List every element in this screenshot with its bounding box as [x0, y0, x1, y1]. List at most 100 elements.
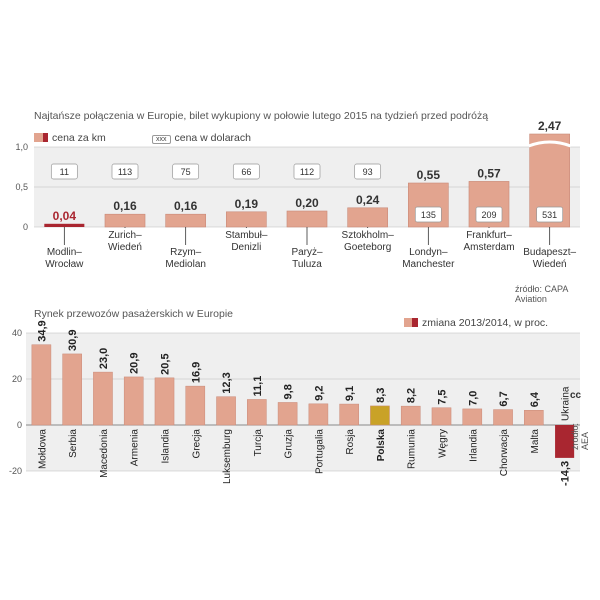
chart1-axis-break — [528, 140, 572, 148]
chart1-value-label: 0,57 — [477, 166, 501, 180]
chart2-y-tick: 20 — [12, 374, 22, 384]
chart1-category-label: Frankfurt– — [466, 230, 512, 241]
chart1-category-label: Modlin– — [47, 247, 82, 258]
chart1-y-tick: 1,0 — [15, 142, 28, 152]
chart2-category-label: Grecja — [191, 429, 202, 459]
chart2-bar — [370, 405, 390, 426]
chart1-usd-box — [536, 206, 564, 223]
chart2-value-label: 7,5 — [437, 389, 449, 404]
chart1-usd-box — [232, 163, 260, 180]
chart2-bar — [555, 425, 575, 458]
chart1-category-label: Denizli — [231, 242, 261, 253]
legend-swatch-price-per-km — [34, 133, 48, 142]
chart1-usd-box — [354, 163, 382, 180]
chart2-bar — [339, 403, 359, 426]
chart2-category-label: Polska — [376, 429, 387, 462]
chart2-category-label: Irlandia — [468, 429, 479, 462]
chart2-bar — [308, 403, 329, 426]
chart1-source: źródło: CAPA Aviation — [515, 284, 568, 304]
chart1-category-label: Stambuł– — [225, 230, 268, 241]
chart2-value-label: 20,9 — [129, 353, 141, 374]
chart2-category-label: Rumunia — [407, 429, 418, 469]
chart1-category-label: Budapeszt– — [523, 247, 576, 258]
chart2-value-label: 34,9 — [36, 320, 48, 341]
legend-swatch-change — [404, 318, 418, 327]
chart1-category-label: Manchester — [402, 259, 455, 270]
chart1-category-label: Wiedeń — [108, 242, 142, 253]
chart2-value-label: 7,0 — [467, 391, 479, 406]
chart2-y-tick: 40 — [12, 328, 22, 338]
chart1-usd-label: 75 — [181, 167, 191, 177]
chart1-usd-label: 209 — [481, 210, 496, 220]
chart1-category-label: Londyn– — [409, 247, 448, 258]
chart1-category-label: Goeteborg — [344, 242, 391, 253]
chart1-value-label: 0,04 — [53, 209, 77, 223]
chart1-usd-box — [50, 163, 78, 180]
chart2-value-label: 6,7 — [498, 391, 510, 406]
chart2-bar — [431, 407, 452, 426]
chart2-category-label: Rosja — [345, 429, 356, 455]
chart1-category-label: Tuluza — [292, 259, 322, 270]
chart2-bar — [123, 376, 144, 426]
chart2-category-label: Turcja — [253, 429, 264, 457]
chart2-bar — [62, 353, 82, 426]
chart1-usd-label: 112 — [300, 167, 314, 177]
chart2-bar — [216, 396, 236, 426]
chart2-bar — [93, 371, 113, 426]
chart2-title: Rynek przewozów pasażerskich w Europie — [34, 308, 234, 320]
chart2-bar — [185, 385, 206, 426]
chart1-value-label: 0,19 — [235, 197, 259, 211]
chart2-value-label: 6,4 — [529, 391, 541, 407]
chart2-source: źródło: AEA — [570, 422, 590, 450]
chart2-value-label: 9,1 — [344, 386, 356, 401]
chart1-legend-usd: xxx cena w dolarach — [152, 132, 251, 144]
chart2-category-label: Macedonia — [99, 429, 110, 478]
chart2-category-label: Węgry — [438, 429, 449, 458]
chart1-svg: 0 0,5 1,0 0,04 11 Modlin–Wrocław 0,16 113 Zurich… — [15, 119, 580, 270]
chart2-category-label: Portugalia — [314, 429, 325, 474]
chart1-usd-box — [475, 206, 503, 223]
chart1-value-label: 0,24 — [356, 193, 380, 207]
chart1-category-label: Mediolan — [165, 259, 206, 270]
chart2-category-label: Luksemburg — [222, 429, 233, 484]
chart1-usd-label: 531 — [542, 210, 557, 220]
chart1-category-label: Wiedeń — [533, 259, 567, 270]
chart1-usd-label: 66 — [241, 167, 251, 177]
chart2-value-label: 20,5 — [160, 353, 172, 374]
chart2-category-label: Chorwacja — [499, 429, 510, 477]
chart1-category-label: Zurich– — [108, 230, 142, 241]
legend-usd-box: xxx — [152, 135, 171, 144]
chart2-bar — [462, 408, 483, 426]
chart1-value-label: 0,20 — [295, 196, 319, 210]
chart2-bar — [493, 409, 513, 426]
chart2-category-label: Armenia — [130, 429, 141, 467]
chart2-bar — [31, 344, 52, 426]
chart1-y-tick: 0,5 — [15, 182, 28, 192]
chart1-usd-box — [111, 163, 139, 180]
chart2-value-label: 8,3 — [375, 388, 387, 403]
chart1-value-label: 2,47 — [538, 119, 562, 133]
chart2-category-label: Ukraina — [561, 386, 572, 421]
chart2-value-label: 23,0 — [98, 348, 110, 369]
chart2-value-label: 11,1 — [252, 376, 264, 397]
chart2-category-label: Gruzja — [284, 429, 295, 459]
chart2-value-label: 30,9 — [67, 330, 79, 351]
chart1-bar — [44, 223, 85, 227]
chart1-value-label: 0,55 — [417, 168, 441, 182]
chart2-bar — [277, 402, 298, 426]
chart2-legend: zmiana 2013/2014, w proc. — [404, 317, 548, 329]
chart2-category-label: Malta — [530, 429, 541, 454]
chart1-category-label: Rzym– — [170, 247, 202, 258]
chart1-category-label: Sztokholm– — [342, 230, 395, 241]
chart2-plot-area — [26, 333, 580, 471]
chart1-usd-label: 11 — [60, 167, 69, 177]
chart1-category-label: Wrocław — [45, 259, 84, 270]
chart1-title: Najtańsze połączenia w Europie, bilet wy… — [34, 110, 489, 122]
chart2-category-label: Islandia — [161, 429, 172, 464]
chart1-usd-label: 93 — [363, 167, 373, 177]
chart2-value-label: 9,8 — [283, 384, 295, 399]
chart2-bar — [400, 405, 421, 426]
chart2-value-label: 16,9 — [190, 362, 202, 383]
